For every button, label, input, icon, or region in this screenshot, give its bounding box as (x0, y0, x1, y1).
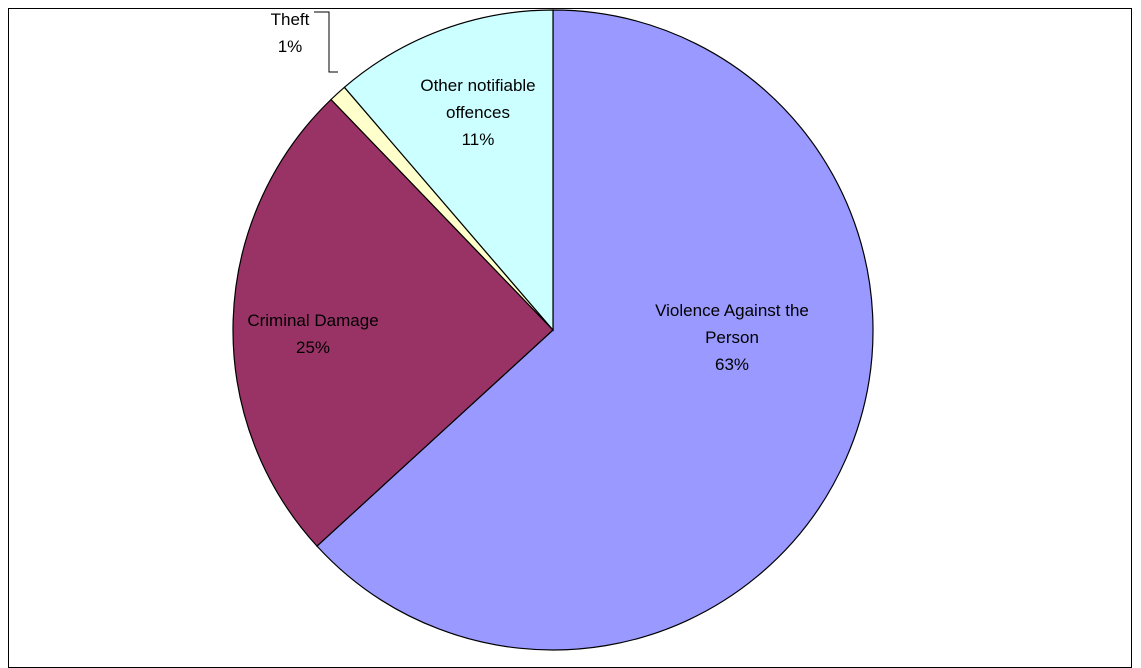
leader-line-theft (314, 11, 338, 73)
data-label-criminal-damage: Criminal Damage 25% (247, 311, 378, 357)
data-label-violence-against-the-person: Violence Against the Person 63% (655, 301, 809, 374)
pie-slice-other-notifiable-offences (343, 9, 554, 332)
pie-slice-violence-against-the-person (316, 9, 874, 651)
data-label-other-notifiable-offences: Other notifiable offences 11% (420, 76, 535, 149)
data-label-theft: Theft 1% (271, 10, 310, 56)
pie-slice-criminal-damage (232, 98, 554, 547)
